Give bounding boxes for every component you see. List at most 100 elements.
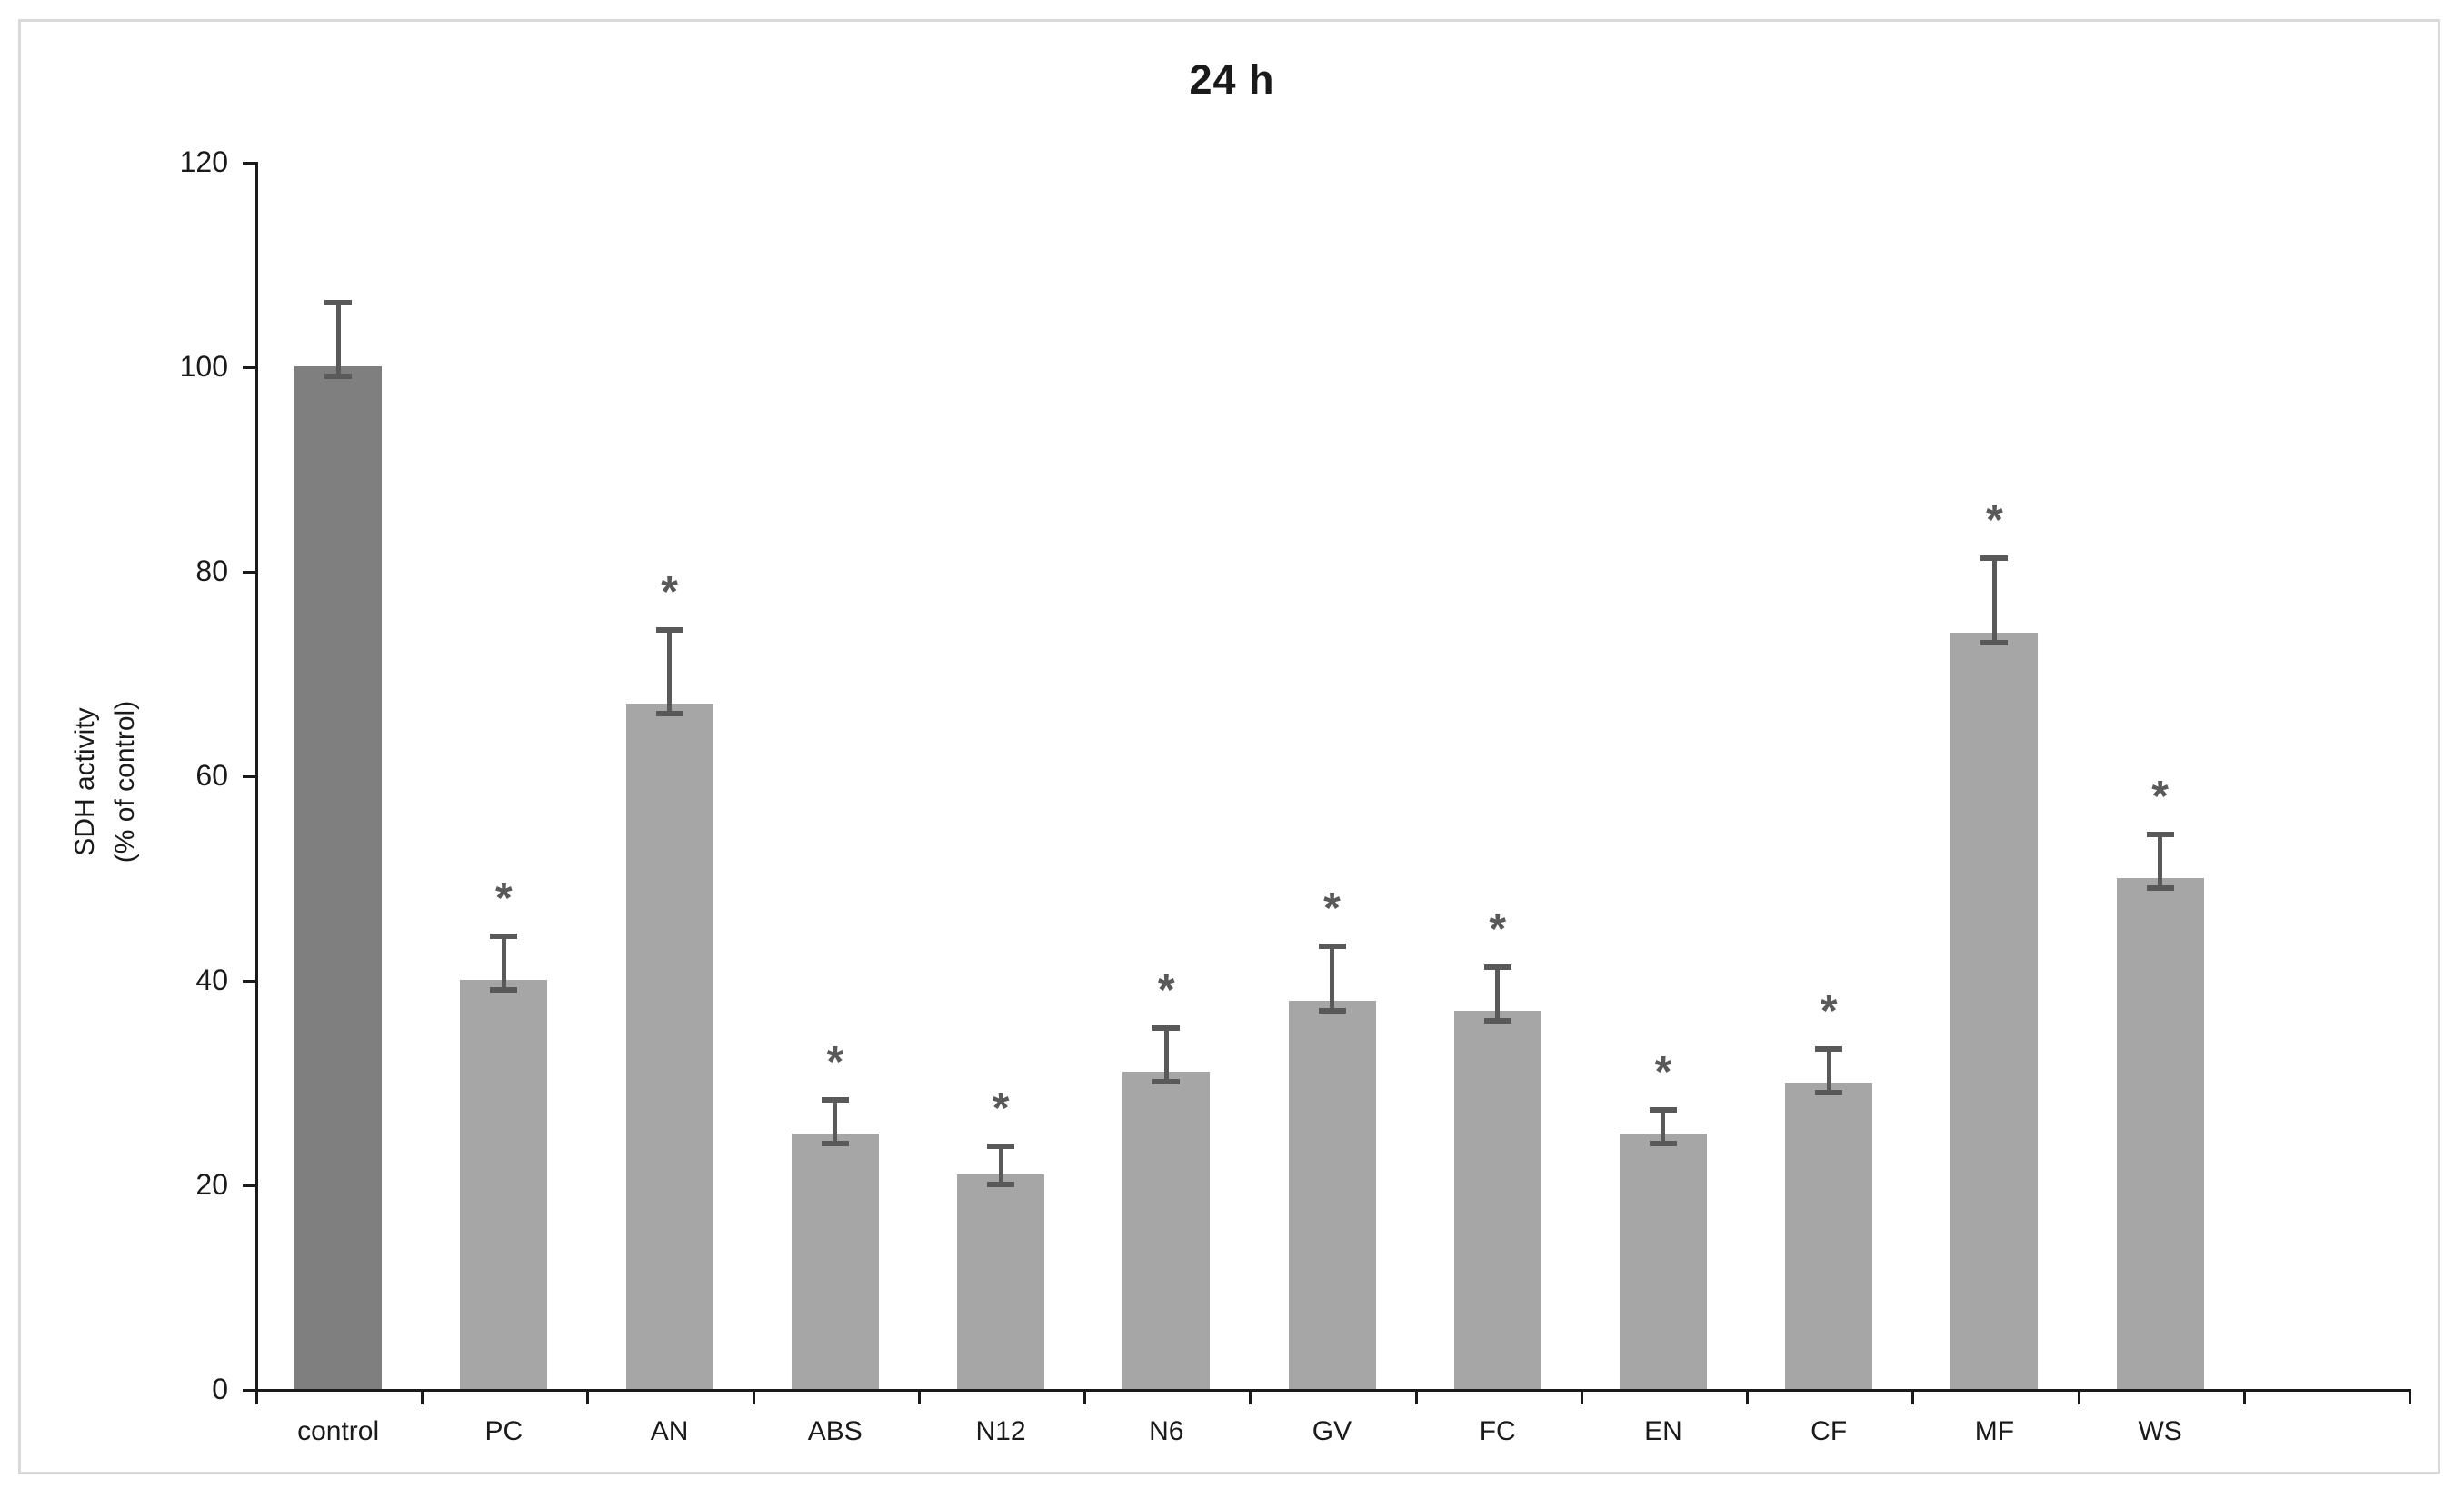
error-bar-cap-bottom-MF [1980, 639, 2009, 645]
error-bar-cap-bottom-GV [1318, 1007, 1346, 1014]
x-axis-tick [586, 1392, 590, 1404]
x-axis-tick [752, 1392, 755, 1404]
bar-MF [1950, 632, 2039, 1389]
error-bar-cap-bottom-EN [1649, 1140, 1677, 1146]
x-axis-tick [2242, 1392, 2246, 1404]
y-tick-label: 100 [179, 350, 228, 383]
error-bar-cap-bottom-N6 [1152, 1079, 1181, 1085]
error-bar-cap-top-CF [1815, 1045, 1843, 1052]
category-label-AN: AN [650, 1416, 689, 1446]
error-bar-whisker-EN [1661, 1113, 1666, 1143]
bar-PC [460, 980, 548, 1389]
error-bar-cap-top-FC [1483, 964, 1511, 970]
y-tick-label: 120 [179, 145, 228, 178]
significance-asterisk-ABS: * [826, 1038, 844, 1086]
x-axis-tick [1083, 1392, 1087, 1404]
significance-asterisk-CF: * [1820, 986, 1838, 1035]
significance-asterisk-GV: * [1323, 884, 1341, 934]
y-axis-tick [243, 980, 255, 983]
chart-title: 24 h [1189, 56, 1275, 103]
category-label-control: control [297, 1416, 380, 1446]
category-label-N6: N6 [1149, 1416, 1184, 1446]
x-axis-tick [2409, 1392, 2411, 1404]
error-bar-whisker-control [335, 305, 341, 375]
error-bar-cap-top-PC [490, 934, 518, 939]
y-axis-tick [243, 162, 255, 165]
error-bar-whisker-FC [1495, 969, 1501, 1020]
x-axis-line [243, 1389, 2411, 1392]
category-label-WS: WS [2138, 1416, 2182, 1446]
significance-asterisk-N6: * [1157, 966, 1175, 1015]
error-bar-cap-bottom-AN [655, 711, 683, 717]
category-label-FC: FC [1479, 1416, 1516, 1446]
y-tick-label: 0 [212, 1373, 228, 1405]
error-bar-cap-bottom-N12 [987, 1181, 1015, 1187]
bar-ABS [791, 1133, 879, 1389]
category-label-MF: MF [1974, 1416, 2015, 1446]
y-axis-tick [243, 571, 255, 574]
error-bar-cap-top-control [324, 299, 353, 305]
category-label-N12: N12 [975, 1416, 1026, 1446]
error-bar-whisker-AN [667, 632, 673, 714]
x-axis-tick [1911, 1392, 1915, 1404]
error-bar-cap-bottom-ABS [821, 1140, 849, 1146]
y-axis-line [255, 162, 258, 1392]
bar-N6 [1122, 1072, 1211, 1389]
error-bar-cap-top-AN [655, 626, 683, 633]
category-label-CF: CF [1811, 1416, 1848, 1446]
x-axis-tick [255, 1392, 258, 1404]
x-axis-tick [2077, 1392, 2080, 1404]
error-bar-cap-top-N12 [987, 1143, 1015, 1149]
error-bar-cap-top-WS [2146, 831, 2174, 837]
category-label-GV: GV [1312, 1416, 1352, 1446]
x-axis-tick [1746, 1392, 1750, 1404]
y-tick-label: 20 [195, 1168, 228, 1201]
bar-GV [1288, 1000, 1376, 1389]
significance-asterisk-PC: * [495, 874, 513, 923]
error-bar-cap-bottom-CF [1815, 1089, 1843, 1095]
bar-FC [1453, 1010, 1541, 1389]
x-axis-tick [421, 1392, 424, 1404]
error-bar-whisker-N12 [998, 1148, 1003, 1184]
category-label-EN: EN [1644, 1416, 1682, 1446]
category-label-ABS: ABS [807, 1416, 863, 1446]
significance-asterisk-FC: * [1489, 904, 1507, 954]
significance-asterisk-N12: * [992, 1084, 1010, 1133]
bar-AN [625, 704, 713, 1389]
category-label-PC: PC [484, 1416, 524, 1446]
error-bar-whisker-PC [501, 939, 506, 989]
error-bar-whisker-WS [2158, 836, 2163, 887]
significance-asterisk-EN: * [1654, 1048, 1672, 1097]
error-bar-whisker-GV [1330, 949, 1334, 1010]
bar-EN [1619, 1133, 1707, 1389]
significance-asterisk-AN: * [661, 567, 678, 616]
x-axis-tick [1580, 1392, 1583, 1404]
x-axis-tick [1414, 1392, 1418, 1404]
bar-control [294, 366, 383, 1389]
significance-asterisk-WS: * [2151, 772, 2169, 821]
x-axis-tick [1249, 1392, 1252, 1404]
error-bar-cap-top-N6 [1152, 1025, 1181, 1032]
y-tick-label: 60 [195, 759, 228, 792]
bar-N12 [957, 1174, 1045, 1389]
significance-asterisk-MF: * [1986, 495, 2003, 545]
error-bar-cap-top-ABS [821, 1097, 849, 1103]
error-bar-cap-bottom-PC [490, 987, 518, 993]
error-bar-cap-bottom-FC [1483, 1017, 1511, 1024]
y-axis-tick [243, 1389, 255, 1392]
x-axis-tick [917, 1392, 921, 1404]
y-tick-label: 40 [195, 964, 228, 996]
y-axis-tick [243, 366, 255, 369]
error-bar-cap-top-MF [1980, 555, 2009, 561]
y-axis-title-line1: SDH activity [70, 707, 100, 856]
y-tick-label: 80 [195, 555, 228, 587]
bar-CF [1785, 1082, 1873, 1389]
y-axis-tick [243, 1184, 255, 1187]
error-bar-whisker-MF [1991, 560, 1997, 642]
error-bar-whisker-CF [1826, 1051, 1831, 1092]
bar-WS [2116, 877, 2204, 1389]
error-bar-whisker-N6 [1163, 1031, 1169, 1082]
y-axis-tick [243, 775, 255, 778]
error-bar-cap-bottom-control [324, 374, 353, 379]
error-bar-whisker-ABS [833, 1103, 838, 1143]
